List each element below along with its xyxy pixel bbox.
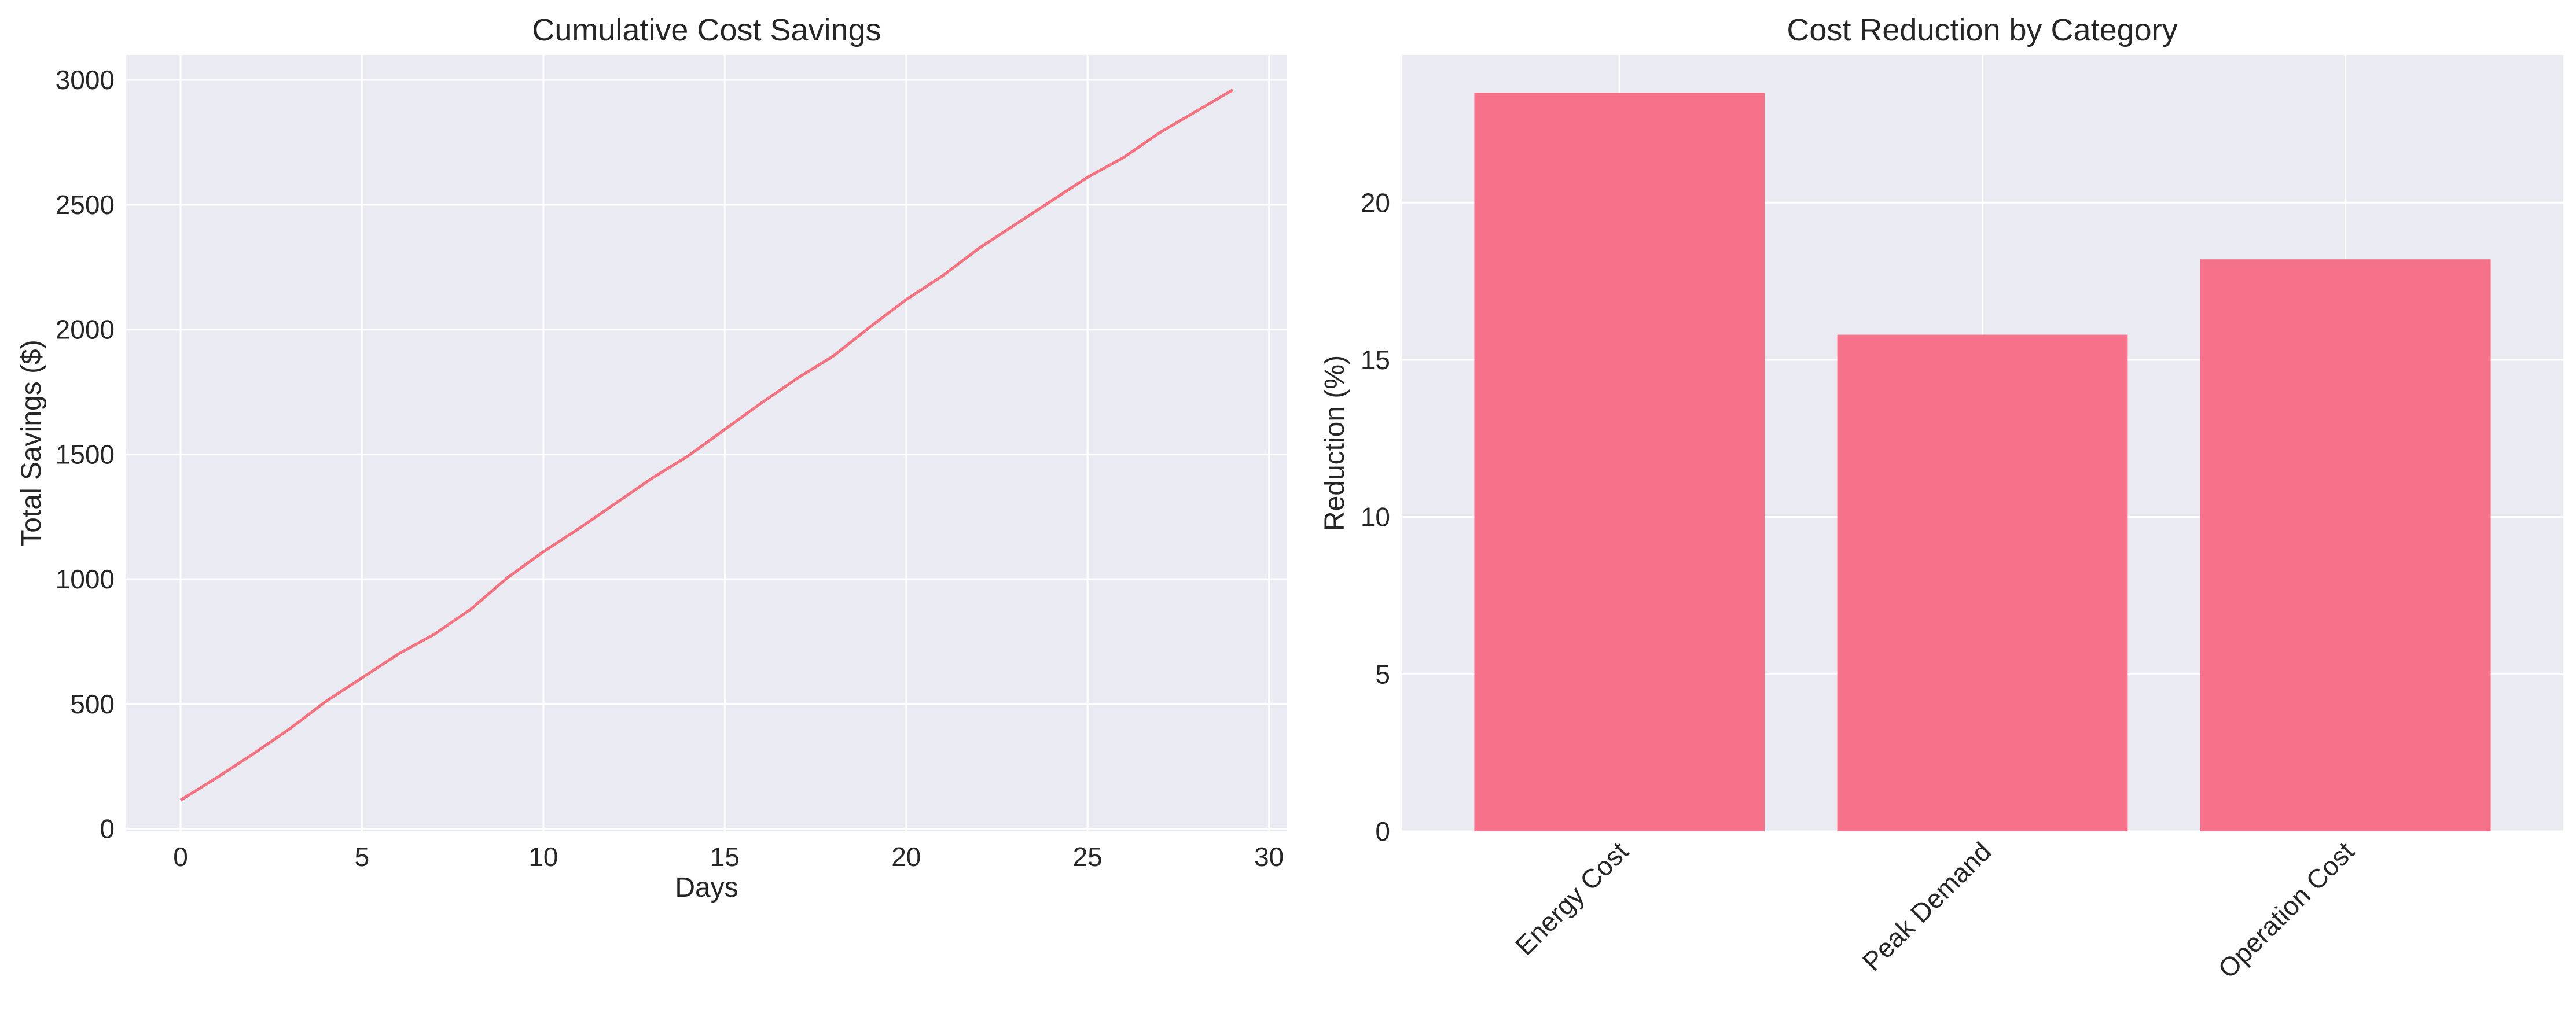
bar-y-tick-label: 10 [1361, 502, 1390, 532]
line-y-tick-label: 500 [70, 689, 115, 719]
line-chart: 0 5 10 15 20 25 30 0 500 1000 1500 2000 2500 3000 Cu… [16, 13, 1287, 903]
bar-chart-title: Cost Reduction by Category [1787, 13, 2177, 47]
line-x-tick-label: 5 [355, 842, 370, 872]
bar-x-tick-label: Energy Cost [1509, 836, 1634, 961]
line-y-tick-label: 3000 [56, 65, 115, 95]
bar-y-tick-labels: 0 5 10 15 20 [1361, 187, 1390, 846]
line-x-tick-label: 20 [891, 842, 921, 872]
line-x-axis-label: Days [675, 872, 738, 903]
line-chart-title: Cumulative Cost Savings [532, 13, 881, 47]
line-x-tick-label: 0 [173, 842, 188, 872]
line-y-tick-label: 2500 [56, 190, 115, 220]
line-y-tick-label: 0 [100, 814, 115, 844]
bar-peak-demand [1837, 334, 2128, 831]
bar-y-tick-label: 5 [1375, 659, 1390, 689]
line-y-axis-label: Total Savings ($) [16, 340, 47, 547]
bar-x-tick-label: Peak Demand [1857, 836, 1997, 977]
line-x-tick-label: 25 [1073, 842, 1103, 872]
line-y-tick-label: 1000 [56, 564, 115, 594]
line-y-tick-labels: 0 500 1000 1500 2000 2500 3000 [56, 65, 115, 844]
bar-series-group [1474, 93, 2491, 832]
line-x-tick-label: 15 [710, 842, 740, 872]
line-y-tick-label: 1500 [56, 439, 115, 469]
bar-x-tick-labels: Energy Cost Peak Demand Operation Cost [1509, 836, 2360, 984]
bar-chart: Energy Cost Peak Demand Operation Cost 0 5 1… [1320, 13, 2563, 984]
bar-y-tick-label: 15 [1361, 345, 1390, 375]
line-grid [126, 55, 1287, 831]
savings-line [179, 89, 1234, 802]
bar-y-tick-label: 0 [1375, 816, 1390, 846]
bar-operation-cost [2200, 259, 2491, 831]
line-series-group [179, 89, 1234, 802]
bar-energy-cost [1474, 93, 1765, 832]
bar-x-tick-label: Operation Cost [2212, 836, 2360, 984]
bar-y-axis-label: Reduction (%) [1320, 355, 1350, 531]
line-y-tick-label: 2000 [56, 315, 115, 345]
line-x-tick-label: 30 [1254, 842, 1284, 872]
line-x-tick-label: 10 [528, 842, 558, 872]
line-x-tick-labels: 0 5 10 15 20 25 30 [173, 842, 1284, 872]
bar-y-tick-label: 20 [1361, 187, 1390, 218]
